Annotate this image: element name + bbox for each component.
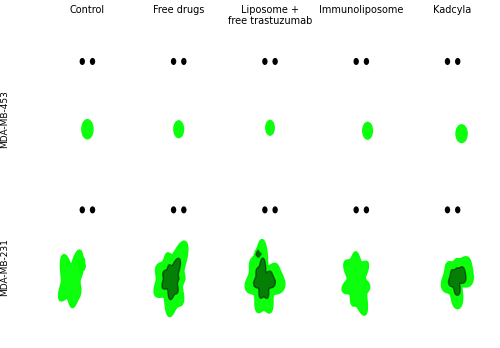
Ellipse shape — [90, 58, 95, 65]
Ellipse shape — [455, 206, 460, 213]
Polygon shape — [78, 257, 86, 270]
Text: Control: Control — [70, 5, 105, 15]
Ellipse shape — [445, 58, 450, 65]
Ellipse shape — [84, 219, 91, 227]
Text: Liposome +
free trastuzumab: Liposome + free trastuzumab — [228, 5, 312, 26]
Polygon shape — [448, 267, 466, 295]
Ellipse shape — [168, 49, 189, 77]
Ellipse shape — [266, 71, 274, 79]
Text: Free drugs: Free drugs — [153, 5, 204, 15]
Polygon shape — [442, 257, 474, 309]
Ellipse shape — [81, 119, 94, 140]
Text: Immunoliposome: Immunoliposome — [319, 5, 404, 15]
Polygon shape — [245, 239, 285, 313]
Ellipse shape — [168, 197, 189, 226]
Ellipse shape — [449, 71, 456, 79]
Ellipse shape — [272, 206, 278, 213]
Ellipse shape — [260, 197, 280, 226]
Ellipse shape — [80, 58, 85, 65]
Polygon shape — [154, 241, 188, 317]
Ellipse shape — [262, 206, 268, 213]
Ellipse shape — [456, 124, 468, 143]
Ellipse shape — [442, 197, 463, 226]
Polygon shape — [256, 251, 261, 257]
Ellipse shape — [351, 197, 372, 226]
Polygon shape — [58, 250, 84, 308]
Text: Kadcyla: Kadcyla — [434, 5, 472, 15]
Ellipse shape — [354, 206, 359, 213]
Text: MDA-MB-231: MDA-MB-231 — [0, 238, 10, 296]
Polygon shape — [342, 252, 369, 315]
Ellipse shape — [358, 71, 365, 79]
Ellipse shape — [442, 49, 463, 77]
Ellipse shape — [181, 58, 186, 65]
Ellipse shape — [265, 120, 275, 136]
Ellipse shape — [77, 49, 98, 77]
Polygon shape — [254, 258, 276, 299]
Ellipse shape — [358, 219, 365, 227]
Ellipse shape — [80, 206, 85, 213]
Ellipse shape — [351, 49, 372, 77]
Ellipse shape — [171, 58, 176, 65]
Ellipse shape — [364, 206, 369, 213]
Ellipse shape — [262, 58, 268, 65]
Ellipse shape — [173, 120, 184, 139]
Ellipse shape — [272, 58, 278, 65]
Polygon shape — [162, 258, 180, 300]
Ellipse shape — [445, 206, 450, 213]
Text: MDA-MB-453: MDA-MB-453 — [0, 90, 10, 148]
Polygon shape — [254, 247, 263, 259]
Ellipse shape — [175, 71, 182, 79]
Ellipse shape — [90, 206, 95, 213]
Ellipse shape — [455, 58, 460, 65]
Ellipse shape — [77, 197, 98, 226]
Ellipse shape — [364, 58, 369, 65]
Ellipse shape — [84, 71, 91, 79]
Ellipse shape — [266, 219, 274, 227]
Ellipse shape — [362, 121, 373, 140]
Ellipse shape — [171, 206, 176, 213]
Ellipse shape — [260, 49, 280, 77]
Ellipse shape — [354, 58, 359, 65]
Ellipse shape — [449, 219, 456, 227]
Ellipse shape — [175, 219, 182, 227]
Ellipse shape — [181, 206, 186, 213]
